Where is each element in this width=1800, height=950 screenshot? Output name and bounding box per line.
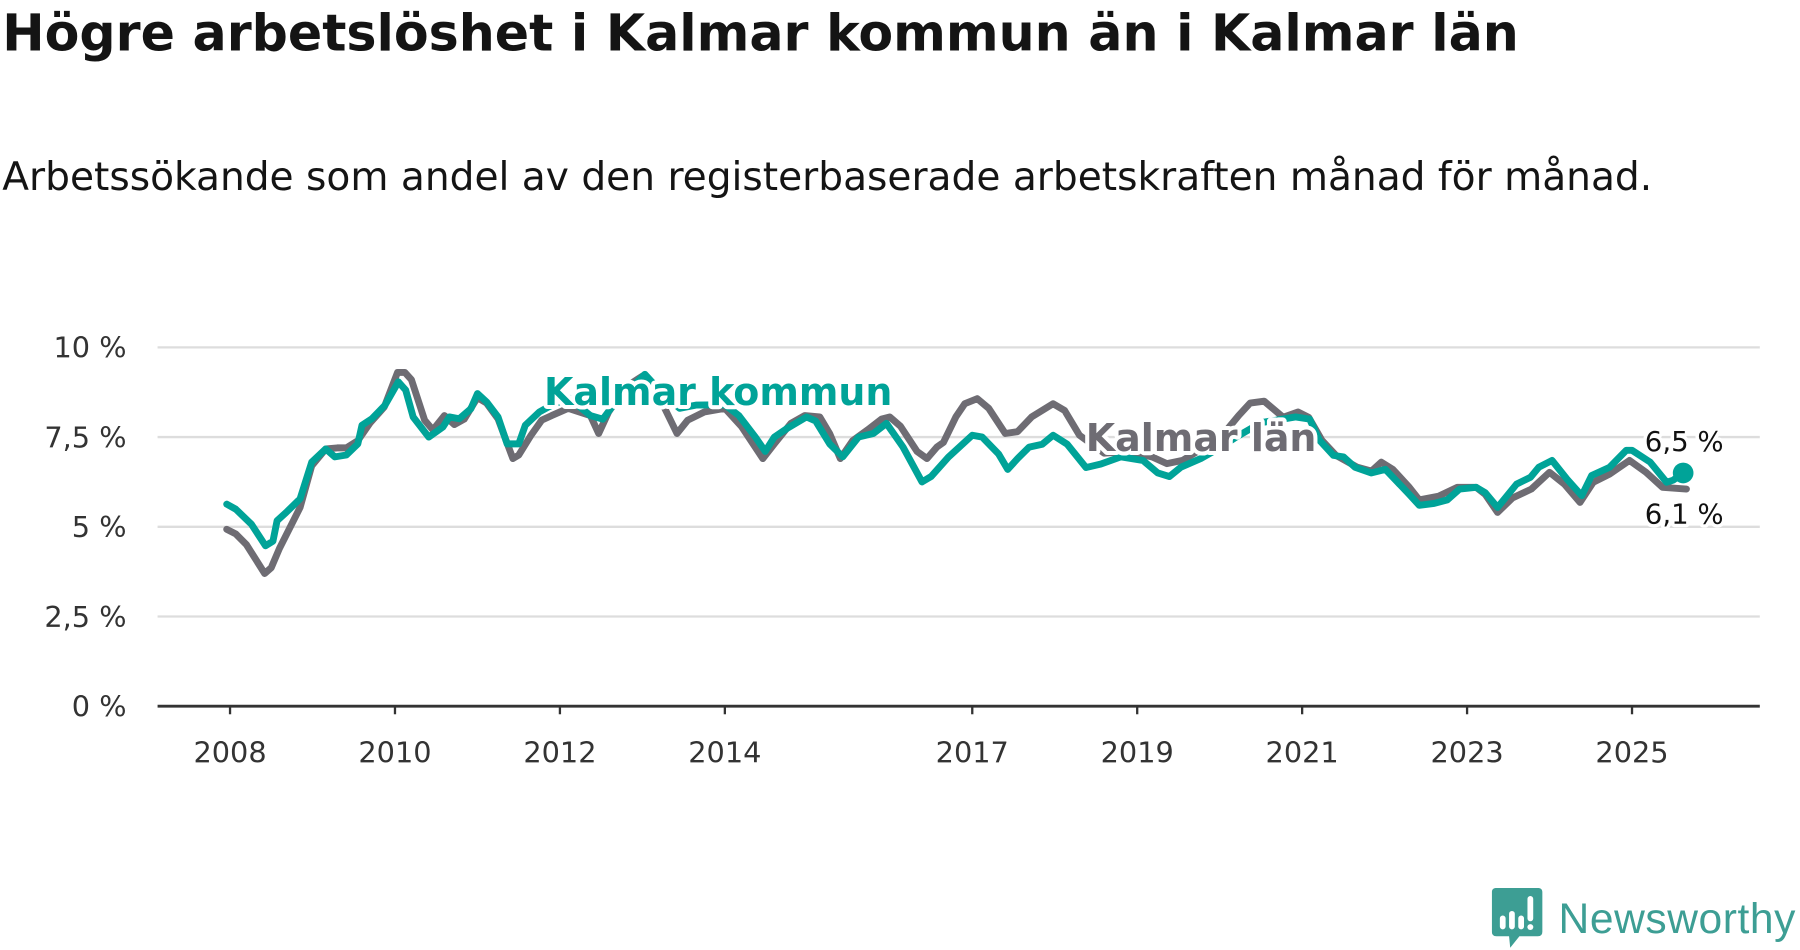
y-tick-label: 7,5 % <box>44 420 126 454</box>
newsworthy-logo-text: Newsworthy <box>1558 894 1797 943</box>
end-value-label-kommun: 6,5 % <box>1645 425 1724 458</box>
chart-title: Högre arbetslöshet i Kalmar kommun än i … <box>2 4 1519 64</box>
y-tick-label: 5 % <box>72 510 127 544</box>
gridlines <box>157 346 1760 618</box>
series-end-dot-kommun <box>1672 462 1694 484</box>
y-tick-label: 2,5 % <box>44 600 126 634</box>
series-lines <box>223 368 1694 577</box>
x-tick-label: 2017 <box>936 736 1009 770</box>
y-axis: 0 % 2,5 % 5 % 7,5 % 10 % <box>44 331 126 724</box>
end-value-label-lan: 6,1 % <box>1645 497 1724 530</box>
series-line-kommun <box>223 370 1687 550</box>
series-labels: Kalmar kommun Kalmar län 6,5 % 6,1 % <box>540 366 1727 534</box>
x-tick-label: 2023 <box>1430 736 1503 770</box>
newsworthy-logo: Newsworthy <box>1491 887 1797 950</box>
x-tick-label: 2010 <box>358 736 431 770</box>
x-tick-label: 2014 <box>688 736 761 770</box>
x-tick-label: 2019 <box>1101 736 1174 770</box>
x-tick-label: 2025 <box>1595 736 1668 770</box>
x-axis: 2008 2010 2012 2014 2017 2019 2021 2023 2025 <box>157 704 1760 770</box>
series-label-kommun: Kalmar kommun <box>544 370 892 414</box>
x-tick-label: 2008 <box>193 736 266 770</box>
y-tick-label: 0 % <box>72 690 127 724</box>
series-line-lan <box>223 368 1690 577</box>
series-label-lan: Kalmar län <box>1086 416 1317 460</box>
chart-subtitle: Arbetssökande som andel av den registerb… <box>2 154 1653 201</box>
newsworthy-logo-icon <box>1491 887 1543 948</box>
y-tick-label: 10 % <box>53 331 126 365</box>
x-tick-label: 2012 <box>523 736 596 770</box>
x-tick-label: 2021 <box>1266 736 1339 770</box>
